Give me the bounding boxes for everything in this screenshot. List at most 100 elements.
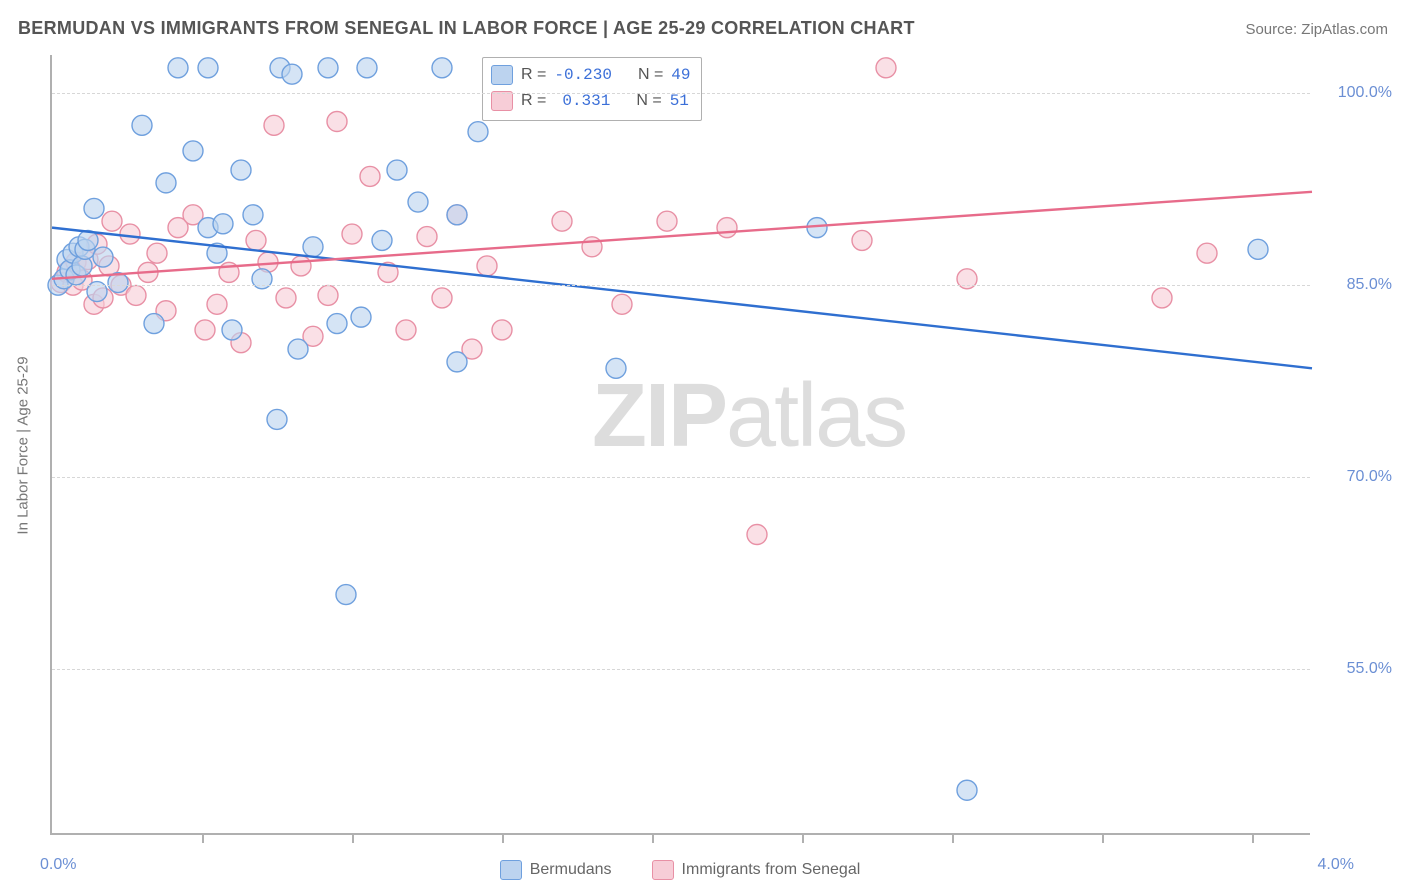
data-point (1248, 239, 1268, 259)
data-point (264, 115, 284, 135)
data-point (1197, 243, 1217, 263)
x-tick (952, 833, 954, 843)
data-point (120, 224, 140, 244)
y-tick-label: 100.0% (1338, 84, 1392, 102)
grid-line (52, 285, 1310, 286)
grid-line (52, 477, 1310, 478)
data-point (318, 58, 338, 78)
data-point (957, 780, 977, 800)
grid-line (52, 669, 1310, 670)
x-max-label: 4.0% (1318, 856, 1354, 874)
data-point (582, 237, 602, 257)
data-point (357, 58, 377, 78)
stats-r-label2: R = (521, 88, 546, 114)
data-point (318, 285, 338, 305)
data-point (387, 160, 407, 180)
data-point (231, 160, 251, 180)
data-point (492, 320, 512, 340)
data-point (156, 173, 176, 193)
data-point (276, 288, 296, 308)
data-point (360, 166, 380, 186)
data-point (198, 58, 218, 78)
stats-n-label2: N = (636, 88, 661, 114)
trend-line (52, 192, 1312, 279)
x-tick (1252, 833, 1254, 843)
chart-svg (52, 55, 1310, 833)
x-tick (1102, 833, 1104, 843)
x-tick (802, 833, 804, 843)
plot-area: ZIPatlas R = -0.230 N = 49 R = 0.331 N =… (50, 55, 1310, 835)
data-point (351, 307, 371, 327)
data-point (303, 237, 323, 257)
data-point (477, 256, 497, 276)
data-point (747, 525, 767, 545)
data-point (126, 285, 146, 305)
data-point (336, 585, 356, 605)
x-tick (352, 833, 354, 843)
data-point (183, 141, 203, 161)
data-point (417, 227, 437, 247)
legend-swatch-b (652, 860, 674, 880)
legend-label-b: Immigrants from Senegal (682, 861, 861, 879)
bottom-legend: Bermudans Immigrants from Senegal (50, 860, 1310, 880)
data-point (447, 352, 467, 372)
data-point (1152, 288, 1172, 308)
stats-a-r: -0.230 (554, 62, 612, 88)
data-point (432, 58, 452, 78)
data-point (243, 205, 263, 225)
stats-swatch-a (491, 65, 513, 85)
legend-item-a: Bermudans (500, 860, 612, 880)
stats-n-label: N = (638, 62, 663, 88)
chart-title: BERMUDAN VS IMMIGRANTS FROM SENEGAL IN L… (18, 18, 915, 39)
data-point (657, 211, 677, 231)
chart-header: BERMUDAN VS IMMIGRANTS FROM SENEGAL IN L… (18, 18, 1388, 39)
y-axis-label-container: In Labor Force | Age 25-29 (8, 55, 38, 835)
data-point (147, 243, 167, 263)
stats-b-n: 51 (670, 88, 689, 114)
data-point (852, 230, 872, 250)
data-point (717, 218, 737, 238)
x-tick (202, 833, 204, 843)
data-point (876, 58, 896, 78)
x-tick (502, 833, 504, 843)
legend-item-b: Immigrants from Senegal (652, 860, 861, 880)
stats-a-n: 49 (671, 62, 690, 88)
data-point (222, 320, 242, 340)
data-point (282, 64, 302, 84)
y-axis-label: In Labor Force | Age 25-29 (15, 356, 32, 534)
chart-source: Source: ZipAtlas.com (1245, 21, 1388, 38)
stats-r-label: R = (521, 62, 546, 88)
data-point (291, 256, 311, 276)
data-point (327, 314, 347, 334)
data-point (132, 115, 152, 135)
data-point (246, 230, 266, 250)
data-point (195, 320, 215, 340)
data-point (168, 58, 188, 78)
data-point (372, 230, 392, 250)
legend-swatch-a (500, 860, 522, 880)
data-point (552, 211, 572, 231)
stats-row-b: R = 0.331 N = 51 (491, 88, 691, 114)
data-point (93, 247, 113, 267)
y-tick-label: 55.0% (1347, 660, 1392, 678)
data-point (213, 214, 233, 234)
data-point (432, 288, 452, 308)
data-point (207, 294, 227, 314)
stats-row-a: R = -0.230 N = 49 (491, 62, 691, 88)
data-point (447, 205, 467, 225)
data-point (327, 111, 347, 131)
legend-label-a: Bermudans (530, 861, 612, 879)
data-point (267, 409, 287, 429)
y-tick-label: 85.0% (1347, 276, 1392, 294)
stats-b-r: 0.331 (554, 88, 610, 114)
data-point (468, 122, 488, 142)
data-point (84, 198, 104, 218)
stats-box: R = -0.230 N = 49 R = 0.331 N = 51 (482, 57, 702, 121)
data-point (396, 320, 416, 340)
data-point (288, 339, 308, 359)
data-point (606, 358, 626, 378)
data-point (408, 192, 428, 212)
grid-line (52, 93, 1310, 94)
data-point (342, 224, 362, 244)
y-tick-label: 70.0% (1347, 468, 1392, 486)
